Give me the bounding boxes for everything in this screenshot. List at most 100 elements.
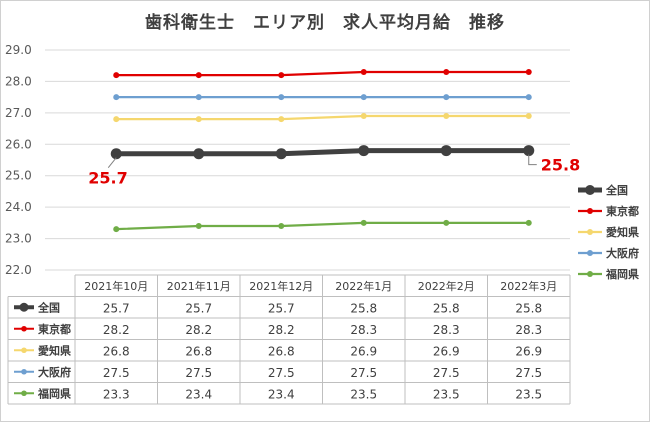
chart-title: 歯科衛生士 エリア別 求人平均月給 推移 <box>145 13 505 33</box>
data-point <box>443 219 450 226</box>
table-cell: 23.5 <box>433 387 460 401</box>
data-point <box>195 116 202 123</box>
table-cell: 27.5 <box>103 366 130 380</box>
table-cell: 26.8 <box>185 344 212 358</box>
legend-marker <box>587 271 593 277</box>
data-point <box>360 219 367 226</box>
y-tick-label: 22.0 <box>5 263 32 277</box>
table-cell: 23.3 <box>103 387 130 401</box>
data-point <box>195 72 202 79</box>
y-tick-label: 25.0 <box>5 169 32 183</box>
data-point <box>525 94 532 101</box>
table-cell: 28.3 <box>515 323 542 337</box>
table-cell: 27.5 <box>185 366 212 380</box>
table-cell: 25.7 <box>103 301 130 315</box>
series-line-4 <box>116 221 529 231</box>
data-point <box>360 69 367 75</box>
table-cell: 27.5 <box>433 366 460 380</box>
annotation-leader <box>107 157 117 169</box>
table-cell: 28.2 <box>268 323 295 337</box>
data-point <box>358 145 370 157</box>
series-line-2 <box>116 114 529 121</box>
data-point <box>523 145 535 157</box>
data-point <box>113 72 120 79</box>
table-header-cell: 2021年11月 <box>167 279 231 293</box>
table-legend-marker <box>21 325 27 332</box>
legend-marker <box>587 229 593 235</box>
data-point <box>113 116 120 123</box>
y-tick-label: 24.0 <box>5 200 32 214</box>
table-row-label: 愛知県 <box>38 343 71 357</box>
data-point <box>525 69 532 75</box>
table-header-cell: 2022年2月 <box>418 279 475 293</box>
table-row-label: 福岡県 <box>37 386 71 400</box>
table-cell: 26.8 <box>268 344 295 358</box>
table-header-cell: 2022年1月 <box>335 279 392 293</box>
table-legend-marker <box>21 347 27 354</box>
data-point <box>113 94 120 101</box>
table-cell: 23.5 <box>350 387 377 401</box>
table-row-label: 大阪府 <box>38 365 71 379</box>
table-cell: 23.4 <box>268 387 295 401</box>
data-point <box>195 223 202 229</box>
annotation-leader <box>528 154 537 166</box>
data-point <box>193 148 205 160</box>
table-cell: 26.9 <box>433 344 460 358</box>
data-point <box>110 148 122 160</box>
table-cell: 28.3 <box>433 323 460 337</box>
series-line-0 <box>116 148 529 157</box>
table-header-cell: 2022年3月 <box>500 279 557 293</box>
data-point <box>443 69 450 75</box>
table-cell: 27.5 <box>268 366 295 380</box>
legend-label: 全国 <box>605 183 628 197</box>
legend-marker <box>587 208 593 214</box>
annotation-label: 25.8 <box>541 156 580 175</box>
table-cell: 23.4 <box>185 387 212 401</box>
data-point <box>525 113 532 119</box>
data-point <box>278 94 285 101</box>
legend-label: 東京都 <box>606 204 639 218</box>
y-tick-label: 29.0 <box>5 43 32 57</box>
table-cell: 27.5 <box>350 366 377 380</box>
table-cell: 28.2 <box>103 323 130 337</box>
table-legend-marker <box>21 390 27 397</box>
table-header-cell: 2021年10月 <box>84 279 148 293</box>
data-point <box>275 148 287 160</box>
data-point <box>443 94 450 101</box>
y-tick-label: 23.0 <box>5 232 32 246</box>
y-tick-label: 26.0 <box>5 137 32 151</box>
table-cell: 28.3 <box>350 323 377 337</box>
data-point <box>278 72 285 79</box>
legend-marker <box>587 250 593 256</box>
annotation-label: 25.7 <box>88 169 127 188</box>
table-row-label: 全国 <box>37 300 60 314</box>
data-point <box>113 226 120 233</box>
legend-label: 福岡県 <box>605 267 639 281</box>
table-cell: 23.5 <box>515 387 542 401</box>
table-cell: 25.8 <box>433 301 460 315</box>
table-cell: 26.9 <box>515 344 542 358</box>
table-header-cell: 2021年12月 <box>249 279 313 293</box>
table-cell: 25.8 <box>515 301 542 315</box>
y-tick-label: 27.0 <box>5 106 32 120</box>
table-legend-marker <box>21 368 27 375</box>
table-cell: 25.7 <box>268 301 295 315</box>
table-cell: 27.5 <box>515 366 542 380</box>
legend-label: 愛知県 <box>606 225 639 239</box>
table-cell: 25.8 <box>350 301 377 315</box>
data-point <box>278 223 285 229</box>
table-row-label: 東京都 <box>38 322 71 336</box>
legend-marker <box>585 185 595 195</box>
data-point <box>360 94 367 101</box>
data-point <box>278 116 285 123</box>
data-point <box>360 113 367 119</box>
table-cell: 26.8 <box>103 344 130 358</box>
legend-label: 大阪府 <box>606 246 639 260</box>
y-tick-label: 28.0 <box>5 74 32 88</box>
table-cell: 26.9 <box>350 344 377 358</box>
table-cell: 28.2 <box>185 323 212 337</box>
data-point <box>440 145 452 157</box>
series-line-1 <box>116 70 529 77</box>
table-legend-marker <box>19 302 29 312</box>
